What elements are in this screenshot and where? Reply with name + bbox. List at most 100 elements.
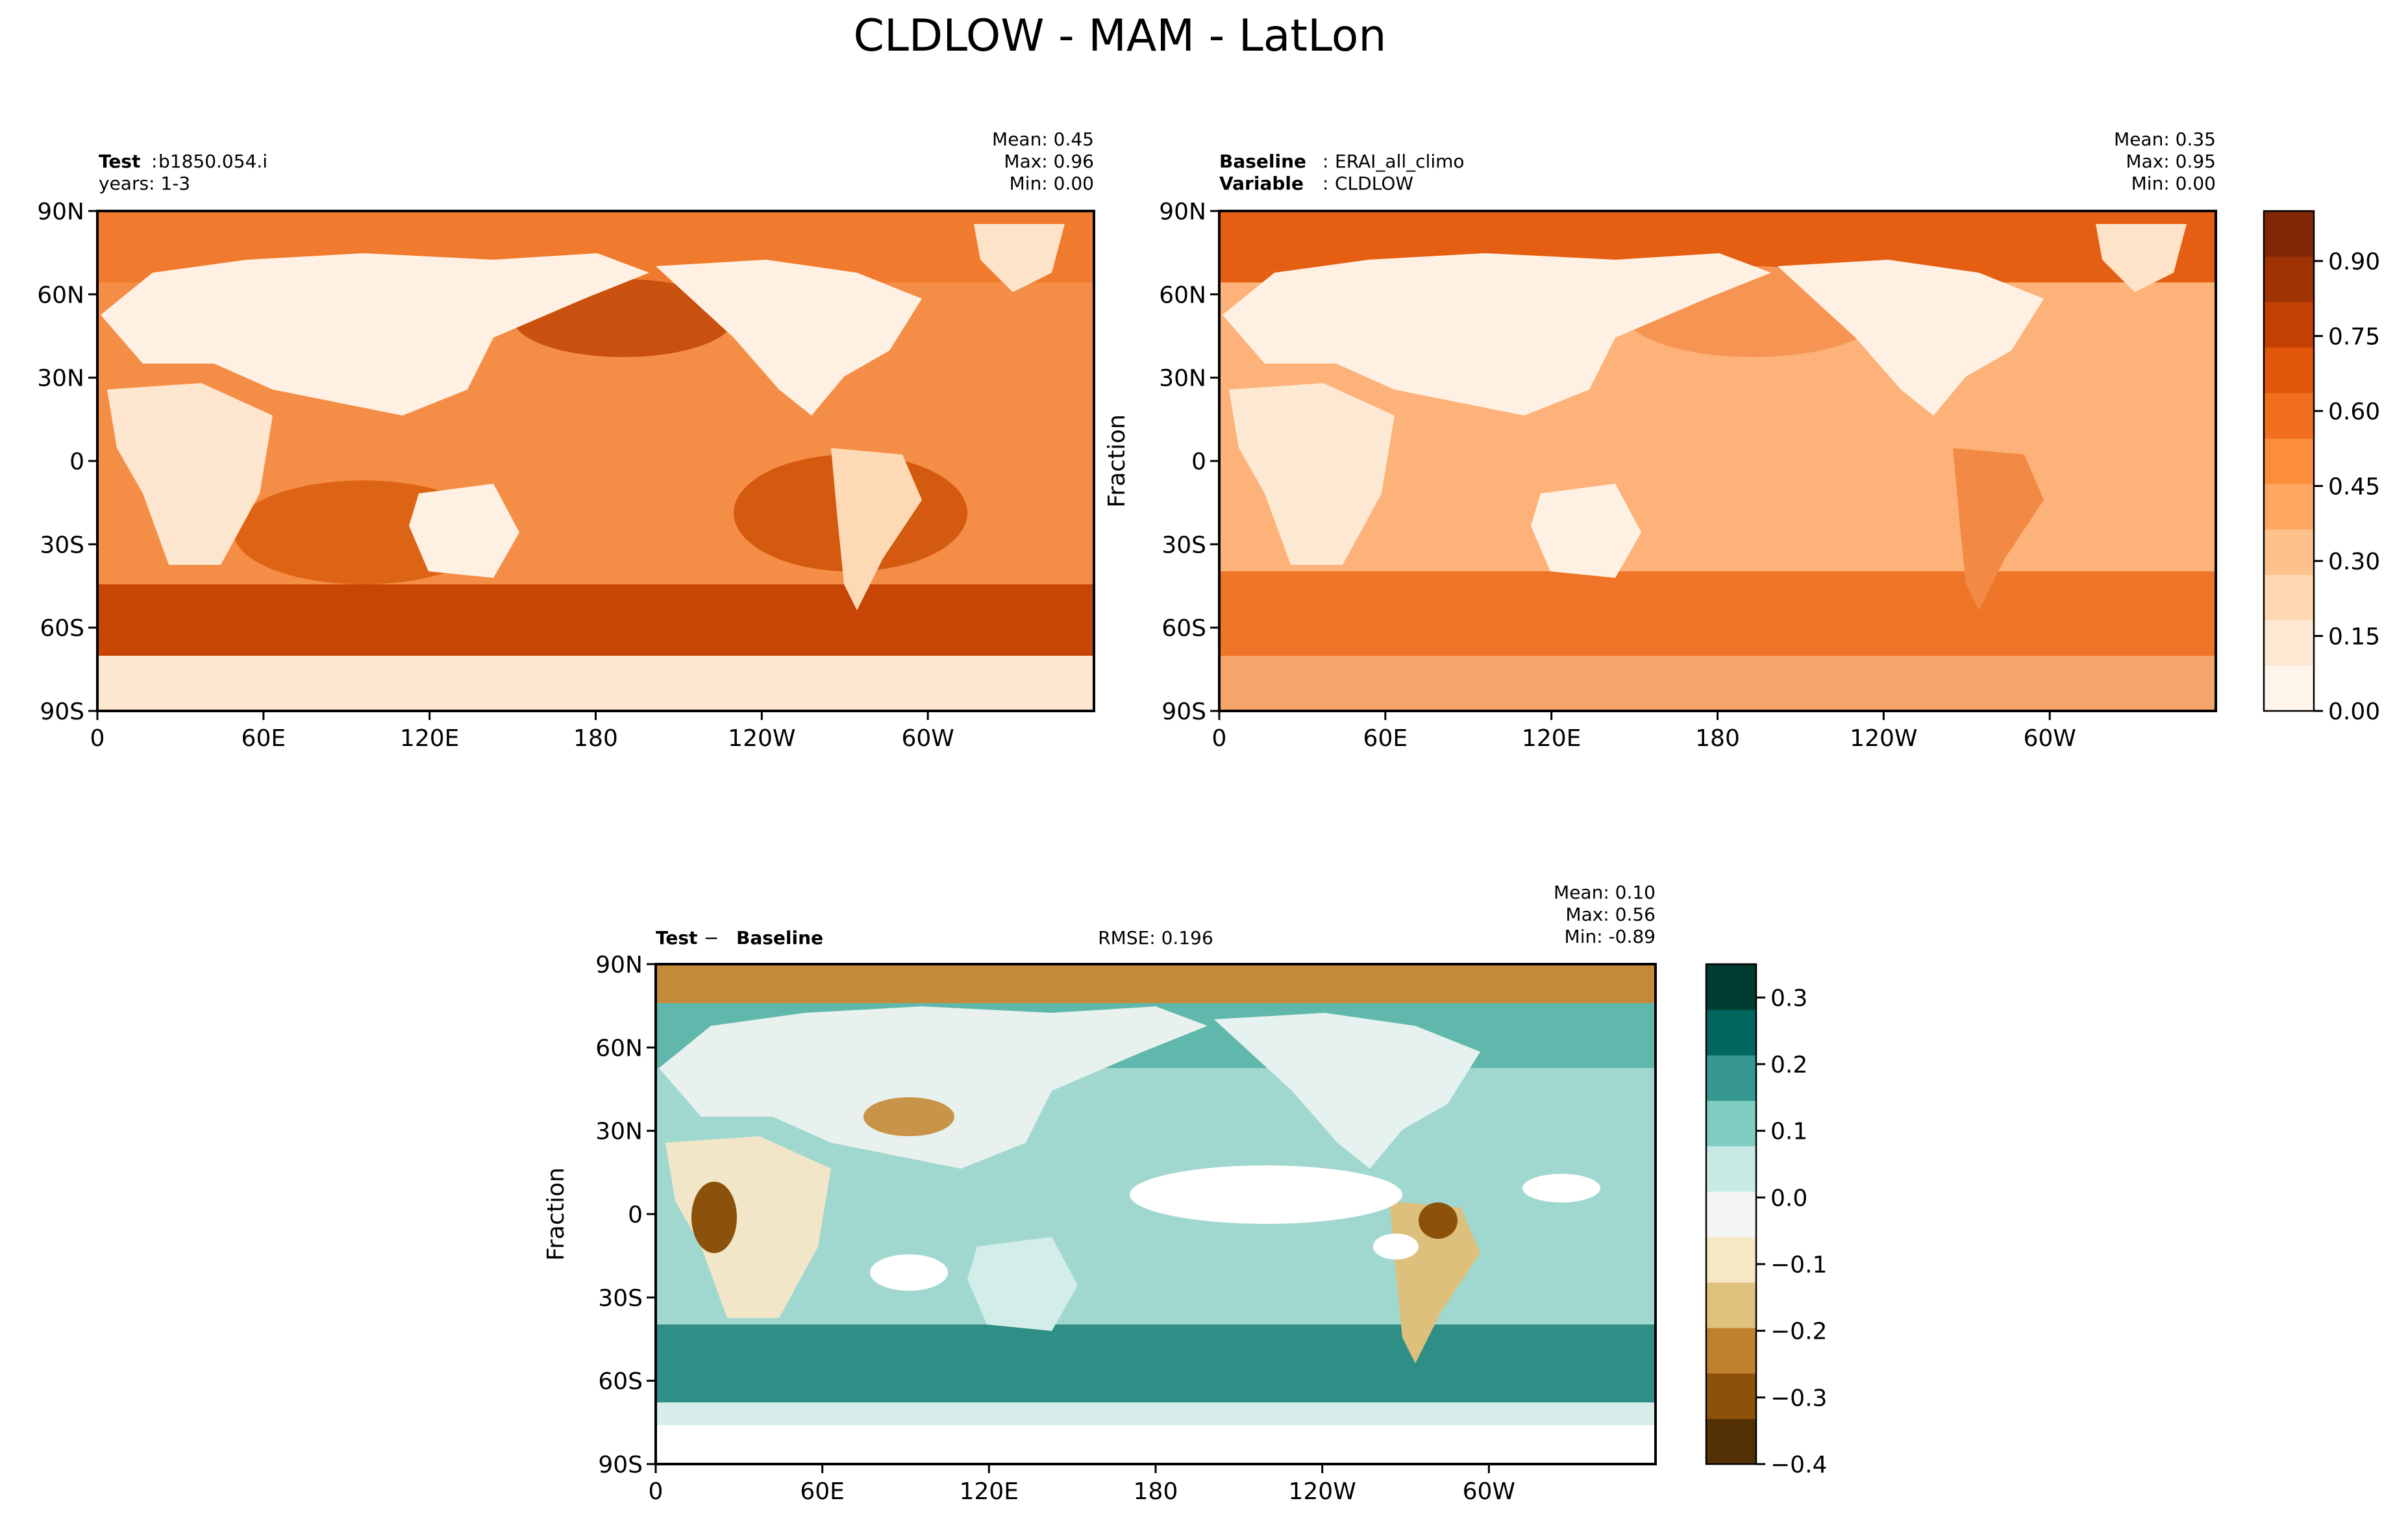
test-xtick-label: 60W	[901, 725, 954, 752]
baseline-ytick-label: 60S	[1161, 615, 1206, 642]
colorbar-bottom-segment	[1706, 1282, 1756, 1328]
colorbar-top-segments	[2264, 211, 2314, 712]
test-xtick-label: 60E	[242, 725, 286, 752]
baseline-xtick-label: 60E	[1363, 725, 1408, 752]
test-ytick-label: 60S	[40, 615, 84, 642]
baseline-band-southern-ocean	[1219, 571, 2216, 656]
diff-xtick-label: 0	[649, 1478, 664, 1505]
diff-ytick-label: 90N	[595, 952, 643, 978]
test-y-ticks: 90N 60N 30N 0 30S 60S 90S	[37, 199, 97, 725]
colorbar-top-tick-label: 0.30	[2328, 549, 2380, 575]
colorbar-top-tick-label: 0.45	[2328, 474, 2380, 501]
colorbar-top-segment	[2264, 393, 2314, 439]
test-xtick-label: 0	[90, 725, 105, 752]
panel-baseline: Baseline : ERAI_all_climo Variable : CLD…	[1104, 129, 2217, 752]
baseline-xtick-label: 60W	[2023, 725, 2076, 752]
colorbar-bottom-segment	[1706, 1328, 1756, 1374]
diff-x-ticks: 0 60E 120E 180 120W 60W	[649, 1464, 1515, 1505]
baseline-header2-value: CLDLOW	[1335, 173, 1413, 194]
colorbar-top-ticks: 0.00 0.15 0.30 0.45 0.60 0.75 0.90	[2314, 249, 2380, 725]
colorbar-bottom: −0.4 −0.3 −0.2 −0.1 0.0 0.1 0.2 0.3	[1705, 963, 1827, 1478]
diff-land-africa	[665, 1136, 831, 1318]
baseline-land-namerica	[1778, 260, 2044, 416]
test-land-greenland	[974, 224, 1065, 292]
diff-xtick-label: 180	[1134, 1478, 1178, 1505]
baseline-land-eurasia	[1223, 253, 1771, 416]
diff-band-arctic	[656, 964, 1656, 1003]
test-xtick-label: 120E	[400, 725, 459, 752]
diff-ylabel: Fraction	[543, 1167, 569, 1261]
colorbar-bottom-tick-label: 0.3	[1770, 985, 1807, 1012]
test-ytick-label: 90N	[37, 199, 84, 225]
diff-anomaly-africa	[691, 1182, 737, 1253]
colorbar-top-tick-label: 0.90	[2328, 249, 2380, 275]
diff-xtick-label: 60E	[800, 1478, 845, 1505]
colorbar-top: 0.00 0.15 0.30 0.45 0.60 0.75 0.90	[2263, 210, 2380, 725]
diff-xtick-label: 120W	[1289, 1478, 1356, 1505]
baseline-land-greenland	[2096, 224, 2187, 292]
colorbar-bottom-tick-label: −0.3	[1770, 1385, 1827, 1411]
figure-title: CLDLOW - MAM - LatLon	[854, 10, 1387, 62]
baseline-x-ticks: 0 60E 120E 180 120W 60W	[1212, 711, 2076, 752]
colorbar-top-frame	[2263, 210, 2315, 712]
baseline-header-sep: :	[1322, 151, 1328, 172]
colorbar-top-tick-label: 0.75	[2328, 324, 2380, 351]
colorbar-top-segment	[2264, 484, 2314, 530]
diff-stat-max: Max: 0.56	[1565, 904, 1656, 925]
colorbar-top-tick-label: 0.60	[2328, 399, 2380, 425]
diff-header-op: −	[704, 927, 719, 949]
test-ytick-label: 60N	[37, 282, 84, 308]
baseline-ytick-label: 90N	[1159, 199, 1206, 225]
colorbar-top-tick-label: 0.00	[2328, 699, 2380, 725]
colorbar-bottom-tick-label: −0.1	[1770, 1252, 1827, 1278]
colorbar-top-segment	[2264, 256, 2314, 303]
diff-blank-pacific	[1130, 1165, 1402, 1224]
baseline-header2-bold: Variable	[1219, 173, 1304, 194]
test-ytick-label: 90S	[40, 699, 84, 725]
test-ytick-label: 0	[69, 449, 84, 475]
colorbar-top-segment	[2264, 347, 2314, 393]
diff-ytick-label: 0	[628, 1202, 643, 1228]
baseline-antarctica	[1219, 656, 2216, 711]
test-header-bold: Test	[99, 151, 140, 172]
diff-xtick-label: 120E	[960, 1478, 1019, 1505]
colorbar-top-segment	[2264, 575, 2314, 621]
colorbar-bottom-segment	[1706, 1237, 1756, 1283]
test-xtick-label: 180	[573, 725, 618, 752]
baseline-header-value: ERAI_all_climo	[1335, 151, 1465, 172]
colorbar-top-segment	[2264, 665, 2314, 712]
diff-ytick-label: 30N	[595, 1119, 643, 1145]
baseline-ytick-label: 30S	[1161, 532, 1206, 558]
test-stat-max: Max: 0.96	[1004, 151, 1094, 172]
diff-land-eurasia	[659, 1006, 1208, 1169]
panel-diff: Test − Baseline RMSE: 0.196 Mean: 0.10 M…	[543, 882, 1657, 1505]
test-stat-mean: Mean: 0.45	[992, 129, 1094, 150]
colorbar-bottom-segment	[1706, 964, 1756, 1010]
diff-land-namerica	[1214, 1013, 1480, 1169]
diff-band-southern-ocean	[656, 1324, 1656, 1402]
colorbar-top-segment	[2264, 302, 2314, 348]
test-land-samerica	[831, 448, 922, 610]
colorbar-bottom-tick-label: 0.2	[1770, 1052, 1807, 1078]
diff-stat-min: Min: -0.89	[1565, 926, 1656, 947]
diff-y-ticks: 90N 60N 30N 0 30S 60S 90S	[595, 952, 656, 1478]
diff-anomaly-amazon	[1419, 1202, 1458, 1239]
baseline-header2-sep: :	[1322, 173, 1328, 194]
diff-land-australia	[967, 1237, 1078, 1331]
test-header-line2: years: 1-3	[99, 173, 190, 194]
colorbar-bottom-tick-label: 0.1	[1770, 1119, 1807, 1145]
test-land-australia	[409, 484, 519, 578]
colorbar-bottom-ticks: −0.4 −0.3 −0.2 −0.1 0.0 0.1 0.2 0.3	[1756, 985, 1827, 1478]
diff-ytick-label: 60S	[598, 1369, 643, 1395]
baseline-stat-min: Min: 0.00	[2131, 173, 2216, 194]
baseline-y-ticks: 90N 60N 30N 0 30S 60S 90S	[1159, 199, 1219, 725]
colorbar-top-tick-label: 0.15	[2328, 624, 2380, 651]
test-header-value: b1850.054.i	[158, 151, 267, 172]
test-land-eurasia	[101, 253, 649, 416]
test-land-africa	[107, 383, 273, 565]
test-land-namerica	[656, 260, 922, 416]
diff-header-left: Test	[656, 927, 697, 949]
colorbar-top-segment	[2264, 620, 2314, 666]
colorbar-bottom-segment	[1706, 1010, 1756, 1056]
